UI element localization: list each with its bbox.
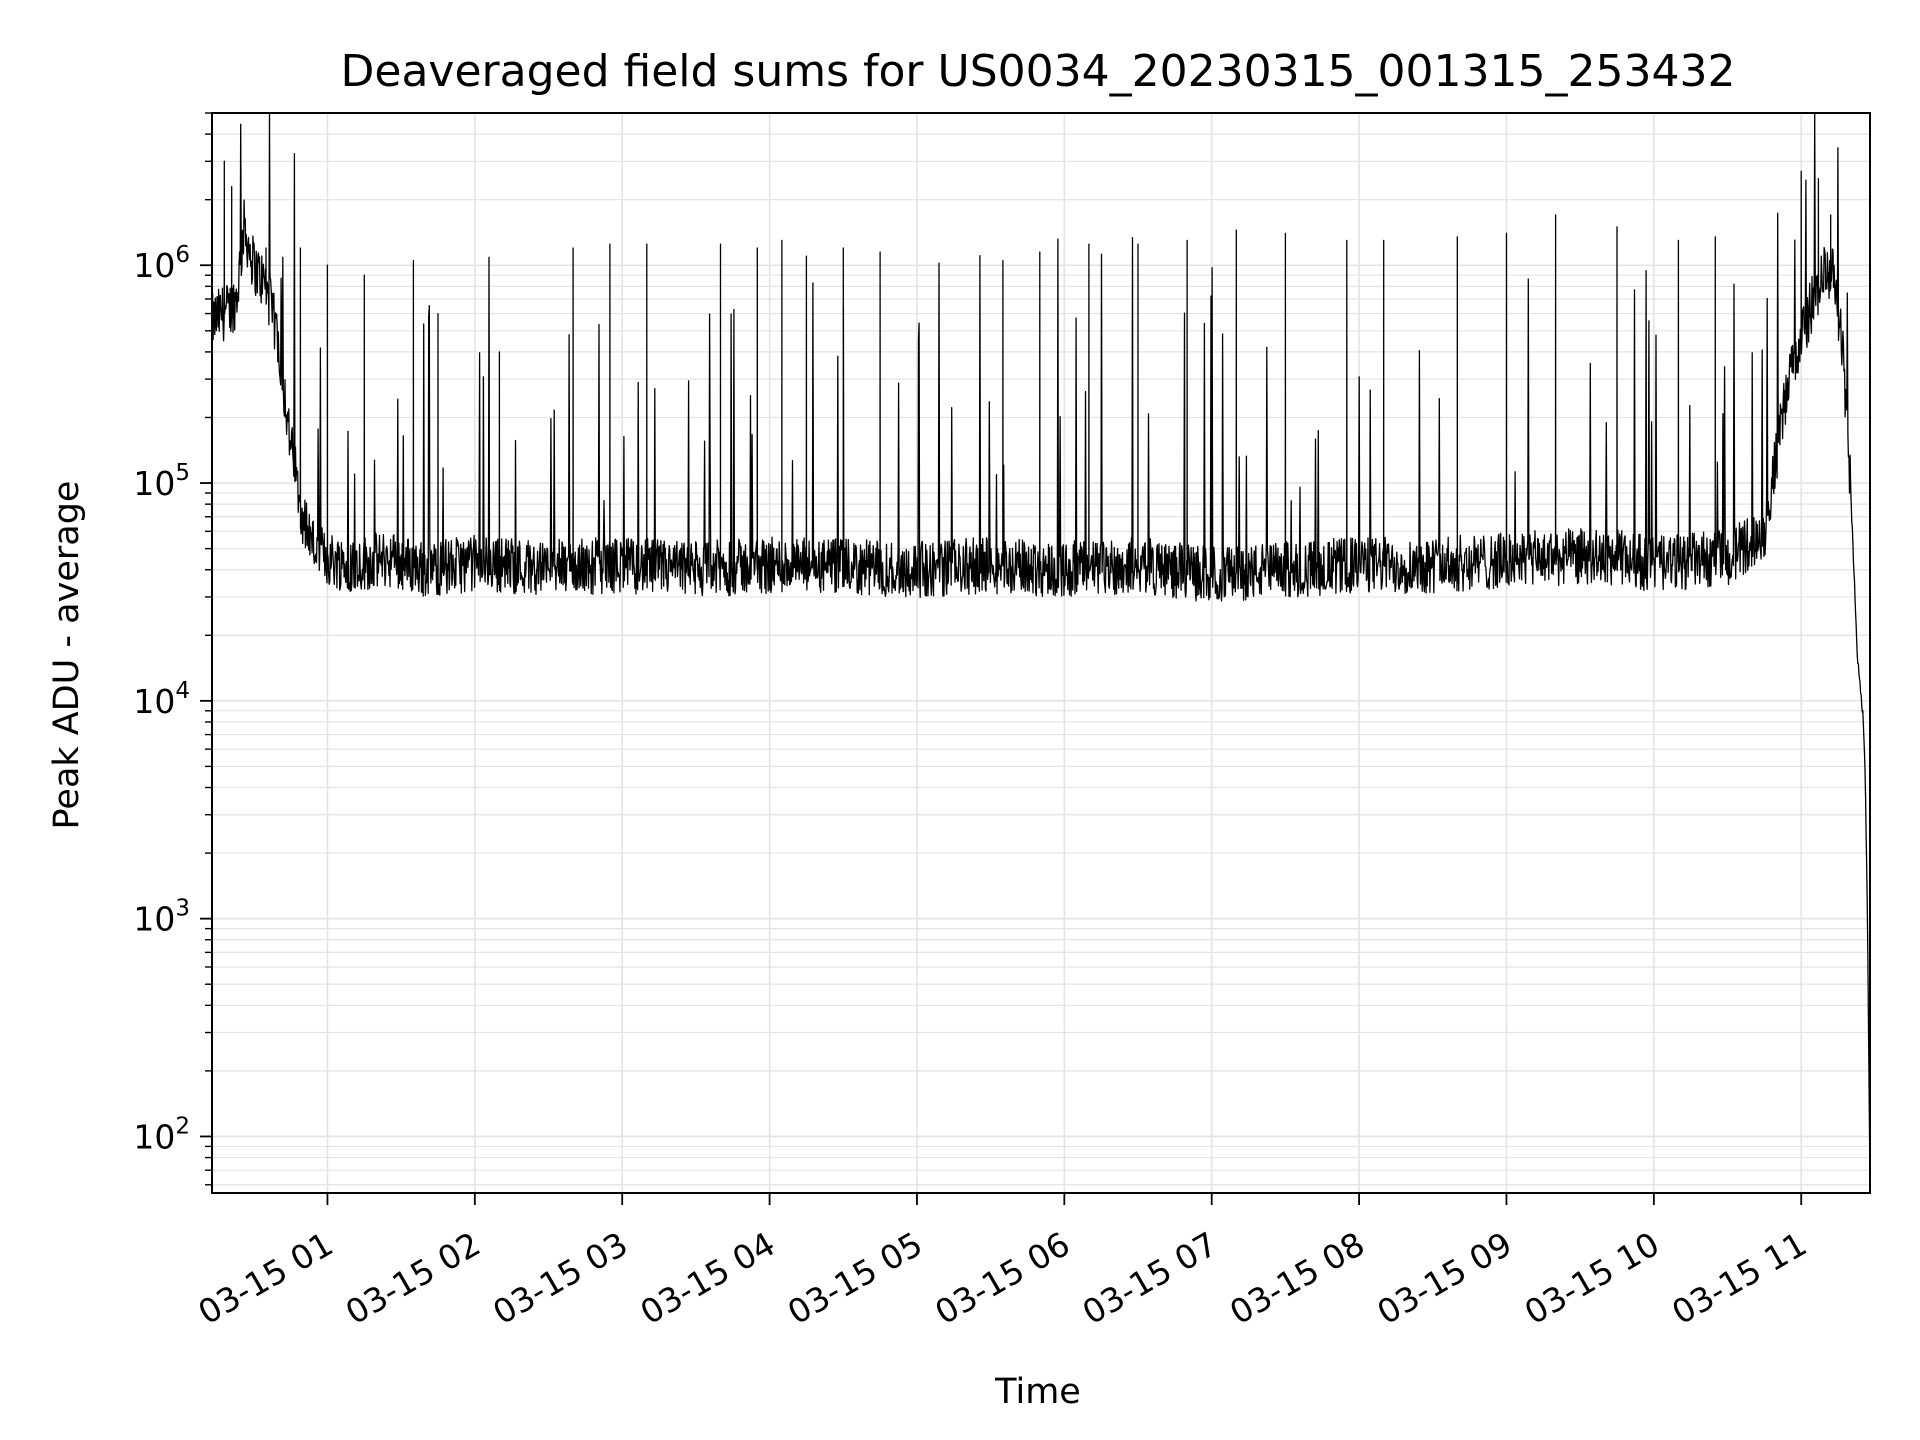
y-tick-label: 103	[133, 896, 190, 939]
y-axis: 102 103 104 105 106	[133, 112, 212, 1186]
grid	[212, 112, 1870, 1193]
series-line	[211, 112, 1871, 1183]
y-tick-label: 106	[133, 242, 190, 285]
chart-title: Deaveraged field sums for US0034_2023031…	[341, 46, 1736, 97]
y-tick-label: 102	[133, 1113, 190, 1156]
y-tick-label: 105	[133, 460, 190, 503]
x-axis-label: Time	[994, 1372, 1081, 1412]
plot-frame	[211, 112, 1871, 1194]
y-axis-label: Peak ADU - average	[47, 481, 87, 830]
y-tick-label: 104	[133, 678, 190, 721]
line-layer	[211, 112, 1871, 1183]
